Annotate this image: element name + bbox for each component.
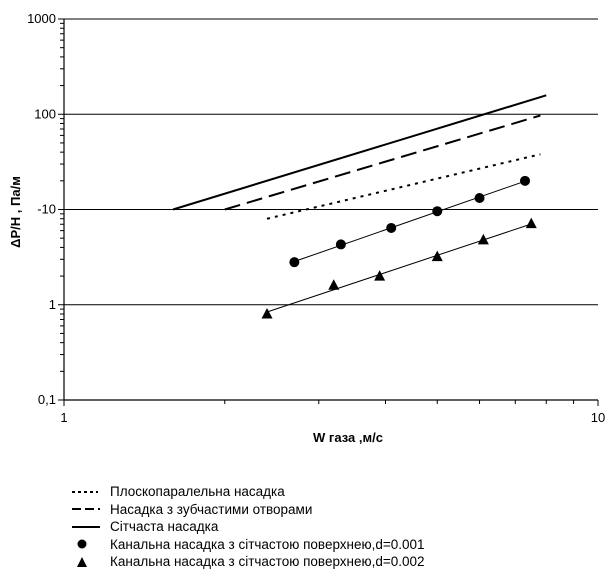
series-layer <box>172 94 547 319</box>
data-point-circle <box>432 206 443 217</box>
trend-line-4 <box>266 223 532 313</box>
x-tick-label: 10 <box>591 410 605 425</box>
data-point-triangle <box>261 307 273 319</box>
legend-item: Канальна насадка з сітчастою поверхнею,d… <box>70 553 425 571</box>
series-line-1 <box>224 114 541 211</box>
y-tick-label: 100 <box>34 106 56 121</box>
y-tick-label: 1000 <box>27 11 56 26</box>
trend-line-3 <box>294 180 526 262</box>
legend-item: Канальна насадка з сітчастою поверхнею,d… <box>70 536 425 554</box>
data-point-triangle <box>328 279 340 290</box>
legend-label: Сітчаста насадка <box>110 519 219 535</box>
legend-label: Канальна насадка з сітчастою поверхнею,d… <box>110 554 425 570</box>
x-tick-labels: 1 10 <box>60 400 605 425</box>
series-line-0 <box>266 153 541 220</box>
legend-swatch-circle <box>77 539 87 549</box>
y-tick-labels: 0,1 1 -10 100 1000 <box>27 11 56 407</box>
legend-item: Плоскопаралельна насадка <box>70 483 425 501</box>
data-point-triangle <box>477 233 489 245</box>
legend-swatch-dotted <box>72 490 98 493</box>
legend-label: Насадка з зубчастими отворами <box>110 501 313 517</box>
y-tick-label: 1 <box>49 297 56 312</box>
legend-swatch-dashed <box>72 508 100 511</box>
data-point-circle <box>386 222 397 233</box>
data-point-triangle <box>525 217 537 229</box>
legend: Плоскопаралельна насадка Насадка з зубча… <box>70 483 425 571</box>
data-point-circle <box>289 257 300 268</box>
series-line-2 <box>172 94 547 211</box>
data-point-triangle <box>374 270 386 281</box>
y-tick-label: -10 <box>37 202 56 217</box>
legend-label: Плоскопаралельна насадка <box>110 484 285 500</box>
x-axis-label: W газа ,м/с <box>313 430 383 445</box>
legend-label: Канальна насадка з сітчастою поверхнею,d… <box>110 536 425 552</box>
x-tick-label: 1 <box>60 410 67 425</box>
y-tick-label: 0,1 <box>38 392 56 407</box>
legend-item: Сітчаста насадка <box>70 518 425 536</box>
legend-item: Насадка з зубчастими отворами <box>70 501 425 519</box>
chart: 0,1 1 -10 100 1000 1 10 W газа ,м/с ΔР/Н , Па… <box>8 11 605 445</box>
data-point-circle <box>474 193 485 204</box>
data-point-circle <box>520 175 531 186</box>
data-point-triangle <box>431 250 443 262</box>
legend-swatch-triangle <box>77 556 87 567</box>
y-minor-ticks <box>58 18 64 401</box>
legend-swatch-solid <box>72 525 100 528</box>
data-point-circle <box>335 239 346 250</box>
gridlines <box>64 18 598 306</box>
y-axis-label: ΔР/Н , Па/м <box>8 176 23 248</box>
